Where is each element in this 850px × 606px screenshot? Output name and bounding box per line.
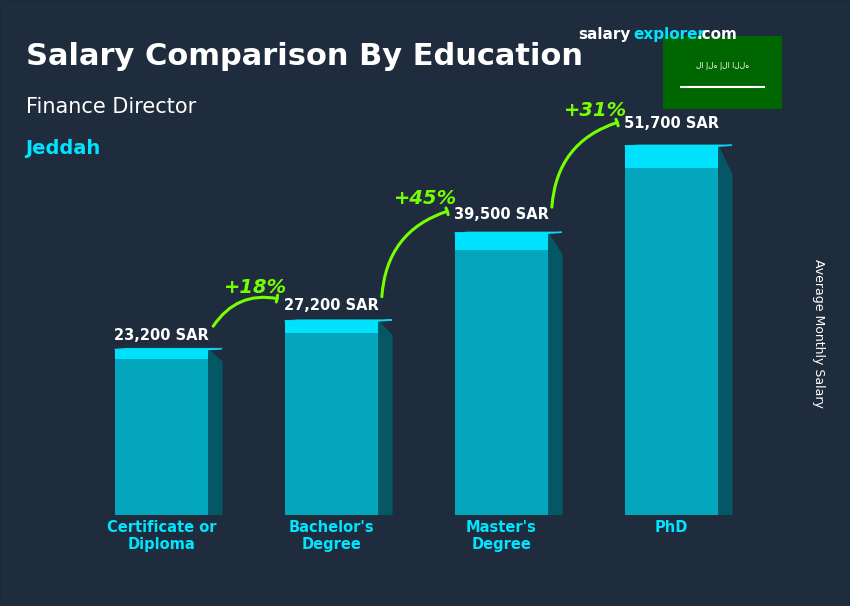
Text: 27,200 SAR: 27,200 SAR [284,298,379,313]
Polygon shape [718,146,732,515]
Text: Jeddah: Jeddah [26,139,101,158]
Polygon shape [115,348,222,350]
Bar [115,350,208,359]
Text: Average Monthly Salary: Average Monthly Salary [812,259,824,408]
Text: explorer: explorer [633,27,706,42]
Polygon shape [455,232,562,233]
Bar [625,146,718,168]
Bar [455,233,548,515]
Polygon shape [285,320,392,321]
Bar [285,321,378,333]
Bar [285,321,378,515]
Polygon shape [208,350,222,515]
Text: Finance Director: Finance Director [26,97,196,117]
Polygon shape [625,145,732,146]
Text: لا إله إلا الله: لا إله إلا الله [696,61,749,70]
Text: +31%: +31% [564,101,626,120]
Text: +45%: +45% [394,189,456,208]
Bar [625,146,718,515]
Bar [455,233,548,250]
Text: salary: salary [578,27,631,42]
Text: 23,200 SAR: 23,200 SAR [114,328,209,343]
Text: +18%: +18% [224,278,286,297]
Text: .com: .com [697,27,738,42]
Text: Salary Comparison By Education: Salary Comparison By Education [26,42,582,72]
Bar [115,350,208,515]
Polygon shape [548,233,562,515]
Polygon shape [378,321,392,515]
Text: 51,700 SAR: 51,700 SAR [624,116,719,132]
Text: 39,500 SAR: 39,500 SAR [454,207,549,222]
